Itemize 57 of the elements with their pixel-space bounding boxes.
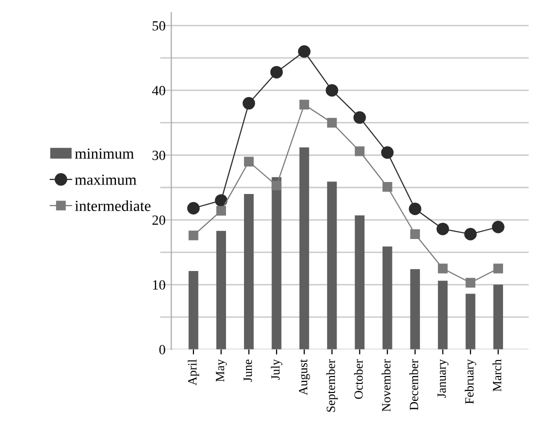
y-tick-label: 40	[152, 86, 166, 96]
point	[299, 100, 310, 110]
point	[410, 229, 420, 239]
bar	[354, 215, 365, 350]
point	[188, 230, 198, 240]
bar	[188, 271, 198, 350]
x-tick-label: March	[492, 359, 502, 392]
point	[242, 97, 256, 110]
point	[408, 202, 422, 216]
point	[187, 202, 200, 214]
y-tick-label: 50	[152, 21, 166, 31]
point	[436, 222, 450, 236]
bar	[466, 294, 476, 350]
point	[327, 118, 337, 128]
point	[493, 264, 504, 274]
bar	[327, 182, 337, 350]
x-tick-label: April	[188, 359, 200, 386]
point	[244, 156, 254, 166]
bar	[244, 194, 254, 350]
legend-label: minimum	[75, 148, 134, 159]
point	[382, 182, 392, 192]
bar	[438, 280, 448, 350]
x-tick-label: November	[382, 359, 390, 412]
point	[298, 45, 311, 58]
y-tick-label: 0	[159, 345, 166, 354]
x-tick-label: October	[354, 359, 363, 399]
point	[216, 206, 226, 216]
bar	[493, 284, 504, 350]
bar	[272, 177, 282, 350]
legend-label: maximum	[75, 174, 136, 185]
x-tick-label: September	[326, 359, 338, 412]
x-tick-label: June	[244, 360, 252, 382]
point	[438, 264, 448, 274]
legend-label: intermediate	[75, 200, 151, 212]
point	[214, 194, 228, 207]
point	[353, 111, 366, 124]
point	[272, 180, 282, 190]
x-tick-label: January	[438, 359, 448, 398]
x-tick-label: July	[270, 359, 282, 380]
point	[492, 220, 504, 234]
point	[464, 228, 477, 240]
point	[381, 146, 394, 159]
y-tick-label: 10	[153, 280, 166, 290]
y-tick-label: 30	[152, 150, 166, 160]
y-tick-label: 20	[152, 215, 166, 225]
point	[466, 278, 476, 288]
x-tick-label: May	[216, 359, 227, 382]
bar	[299, 147, 310, 350]
x-tick-label: August	[298, 359, 310, 396]
x-tick-label: December	[409, 359, 418, 410]
point	[270, 66, 283, 78]
bar	[216, 230, 226, 350]
point	[354, 146, 365, 156]
bar	[410, 269, 420, 350]
bar	[382, 246, 392, 350]
x-tick-label: February	[464, 359, 476, 404]
point	[326, 84, 338, 97]
